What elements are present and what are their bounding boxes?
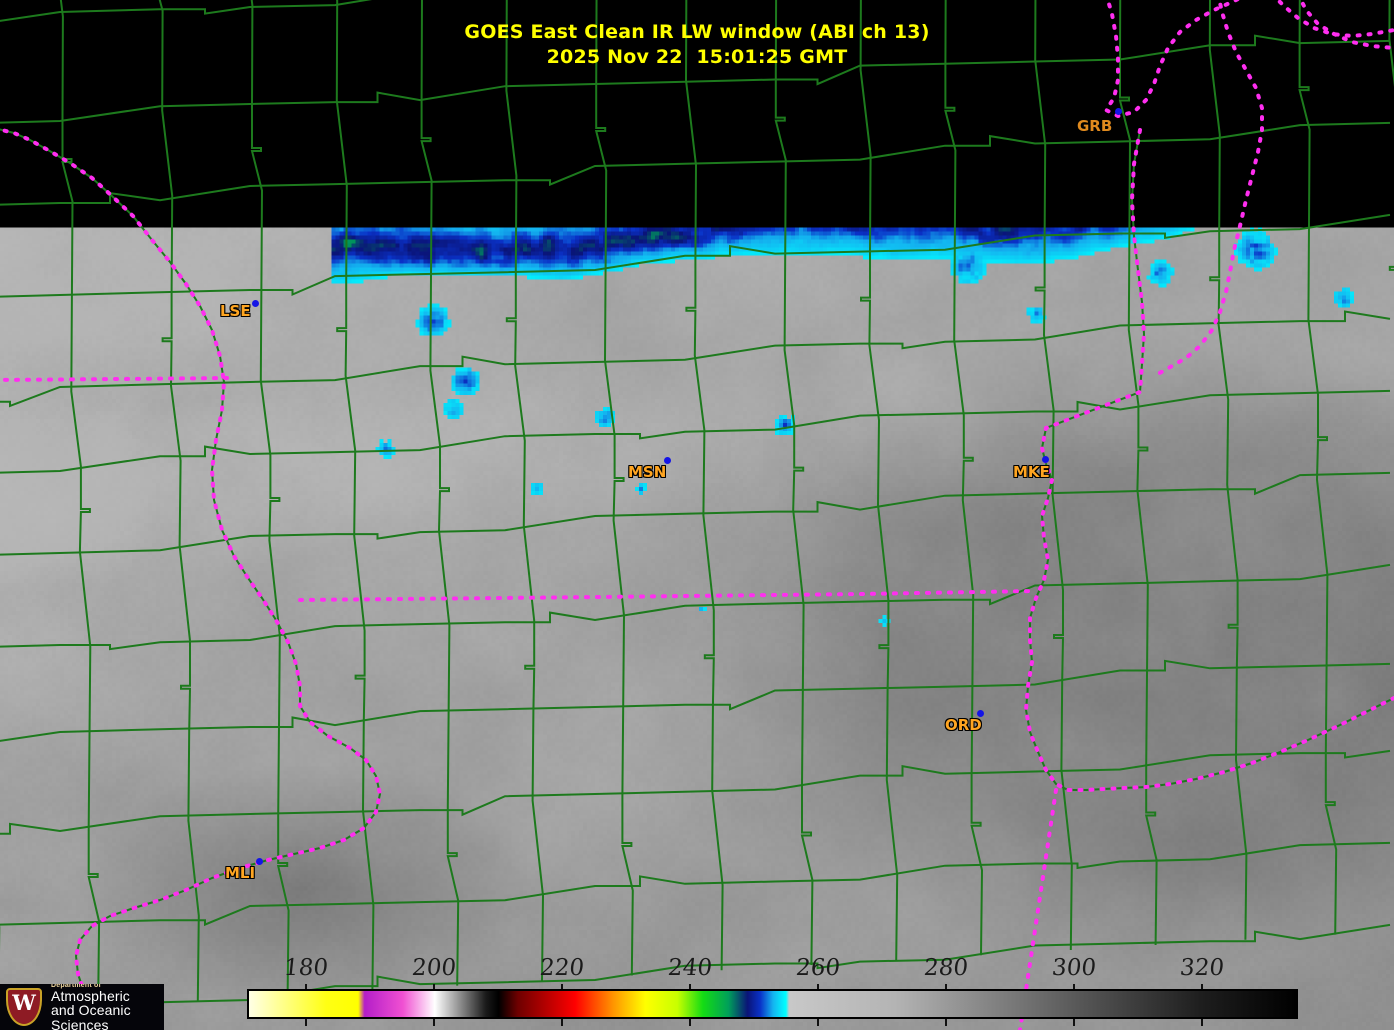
colorbar-tick-label: 320 [1178, 955, 1226, 981]
crest-letter: W [12, 990, 36, 1015]
county-line-vertical [859, 0, 899, 961]
colorbar-tick-label: 240 [666, 955, 714, 981]
colorbar-tick-label: 220 [538, 955, 586, 981]
state-border-iowa-minnesota [0, 376, 230, 382]
station-dot-icon [1042, 456, 1049, 463]
county-line-vertical [250, 0, 290, 996]
county-line-vertical [505, 0, 545, 981]
colorbar-tick-label: 180 [282, 955, 330, 981]
county-line-vertical [158, 0, 200, 1001]
station-label: MKE [1013, 463, 1050, 481]
colorbar-tick-mark [1200, 1019, 1203, 1026]
colorbar-tick-labels: 180 200 220 240 260 280 300 320 [0, 955, 1394, 987]
state-border-peninsula-tip [1298, 0, 1394, 50]
colorbar-tick-mark [561, 984, 564, 991]
station-label: LSE [220, 302, 251, 320]
county-line-vertical [1208, 0, 1248, 940]
county-line-horizontal [0, 389, 1391, 474]
county-line-horizontal [0, 471, 1391, 556]
colorbar-tick-mark [1200, 984, 1203, 991]
station-dot-icon [256, 858, 263, 865]
colorbar-tick-label: 200 [410, 955, 458, 981]
county-line-horizontal [0, 0, 373, 22]
colorbar-tick-mark [1072, 984, 1075, 991]
county-line-horizontal [0, 310, 1391, 408]
county-line-vertical [684, 0, 724, 971]
county-line-vertical [594, 0, 634, 976]
county-line-vertical [774, 0, 814, 966]
county-line-vertical [944, 0, 984, 956]
uw-crest-icon: W [4, 986, 44, 1028]
state-border-lake-michigan-north [1156, 0, 1264, 376]
logo-text: Department of Atmospheric and Oceanic Sc… [51, 984, 164, 1030]
uw-aos-logo: W Department of Atmospheric and Oceanic … [0, 984, 164, 1030]
colorbar-tick-mark [305, 984, 308, 991]
station-dot-icon [252, 300, 259, 307]
colorbar-tick-label: 300 [1050, 955, 1098, 981]
colorbar-tick-mark [433, 1019, 436, 1026]
colorbar-tick-mark [433, 984, 436, 991]
colorbar-tick-mark [305, 1019, 308, 1026]
station-dot-icon [664, 457, 671, 464]
state-border-lake-michigan-shore [1023, 128, 1394, 792]
state-border-green-bay [1103, 0, 1241, 119]
colorbar-tick-label: 260 [794, 955, 842, 981]
colorbar-tick-mark [688, 984, 691, 991]
county-line-vertical [1298, 0, 1338, 935]
state-border-illinois-wisconsin [298, 589, 1037, 602]
colorbar-tick-mark [561, 1019, 564, 1026]
logo-line-atmospheric: Atmospheric [51, 988, 130, 1005]
station-dot-icon [977, 710, 984, 717]
colorbar-tick-mark [1072, 1019, 1075, 1026]
station-dot-icon [1115, 108, 1122, 115]
county-line-vertical [1034, 0, 1073, 951]
station-label: GRB [1077, 117, 1113, 135]
colorbar-tick-mark [816, 1019, 819, 1026]
county-line-vertical [1118, 0, 1158, 946]
station-label: ORD [945, 716, 982, 734]
station-label: MLI [225, 864, 256, 882]
logo-line-oceanic: and Oceanic Sciences [51, 1002, 131, 1030]
county-line-horizontal [0, 841, 1391, 927]
state-border-illinois-indiana [1018, 788, 1058, 1030]
colorbar-tick-mark [944, 984, 947, 991]
station-label: MSN [628, 463, 667, 481]
colorbar-gradient [249, 991, 1296, 1017]
county-line-vertical [420, 0, 460, 986]
county-line-vertical [59, 0, 101, 1007]
logo-line-department: Department of [51, 984, 102, 990]
colorbar-tick-mark [688, 1019, 691, 1026]
colorbar[interactable] [247, 989, 1298, 1019]
county-line-horizontal [0, 121, 1391, 206]
state-border-door-county [1275, 0, 1394, 39]
state-border-mississippi-river [0, 127, 383, 1030]
county-line-horizontal [0, 749, 1391, 835]
colorbar-tick-mark [944, 1019, 947, 1026]
county-line-horizontal [0, 213, 1391, 298]
county-line-vertical [335, 0, 375, 991]
colorbar-tick-label: 280 [922, 955, 970, 981]
colorbar-tick-mark [816, 984, 819, 991]
